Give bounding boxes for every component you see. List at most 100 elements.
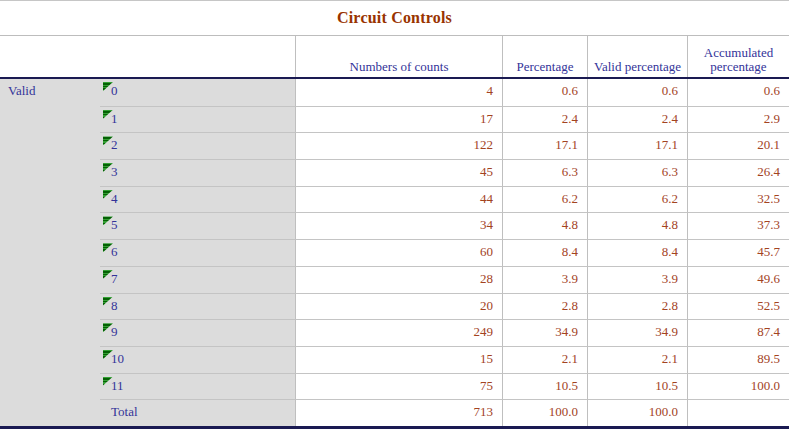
counts-cell: 28 — [295, 266, 502, 293]
valid-percentage-cell: 2.1 — [587, 346, 687, 373]
stub-group-cell — [0, 186, 100, 213]
stub-group-cell — [0, 266, 100, 293]
stub-group-cell — [0, 212, 100, 239]
percentage-cell: 6.2 — [502, 186, 587, 213]
percentage-cell: 8.4 — [502, 239, 587, 266]
stub-group-cell — [0, 399, 100, 426]
table-row: 8 20 2.8 2.8 52.5 — [0, 293, 789, 320]
stub-group-cell: Valid — [0, 79, 100, 106]
valid-percentage-cell: 17.1 — [587, 132, 687, 159]
percentage-cell: 2.1 — [502, 346, 587, 373]
table-row: 2 122 17.1 17.1 20.1 — [0, 132, 789, 159]
row-label-cell: 0 — [100, 79, 295, 106]
valid-percentage-cell: 100.0 — [587, 399, 687, 426]
table-body: Valid 0 4 0.6 0.6 0.6 1 17 2.4 2.4 2.9 2… — [0, 79, 789, 426]
row-label-cell: 3 — [100, 159, 295, 186]
column-header-counts: Numbers of counts — [295, 36, 502, 77]
counts-cell: 75 — [295, 373, 502, 400]
counts-cell: 713 — [295, 399, 502, 426]
row-label-cell: 4 — [100, 186, 295, 213]
percentage-cell: 6.3 — [502, 159, 587, 186]
stub-group-cell — [0, 159, 100, 186]
table-row: 3 45 6.3 6.3 26.4 — [0, 159, 789, 186]
valid-percentage-cell: 3.9 — [587, 266, 687, 293]
stub-group-cell — [0, 293, 100, 320]
accumulated-percentage-cell: 2.9 — [687, 106, 789, 133]
valid-percentage-cell: 10.5 — [587, 373, 687, 400]
column-header-accumulated-percentage: Accumulated percentage — [687, 36, 789, 77]
percentage-cell: 17.1 — [502, 132, 587, 159]
counts-cell: 17 — [295, 106, 502, 133]
column-header-row: Numbers of counts Percentage Valid perce… — [0, 36, 789, 79]
accumulated-percentage-cell: 45.7 — [687, 239, 789, 266]
stub-group-cell — [0, 106, 100, 133]
percentage-cell: 10.5 — [502, 373, 587, 400]
accumulated-percentage-cell: 52.5 — [687, 293, 789, 320]
column-header-percentage: Percentage — [502, 36, 587, 77]
valid-percentage-cell: 0.6 — [587, 79, 687, 106]
row-label-cell: 7 — [100, 266, 295, 293]
valid-percentage-cell: 34.9 — [587, 319, 687, 346]
valid-percentage-cell: 4.8 — [587, 212, 687, 239]
table-row: 7 28 3.9 3.9 49.6 — [0, 266, 789, 293]
counts-cell: 249 — [295, 319, 502, 346]
table-row: Valid 0 4 0.6 0.6 0.6 — [0, 79, 789, 106]
row-label-cell: 11 — [100, 373, 295, 400]
stub-header-cell — [0, 36, 295, 77]
stub-group-cell — [0, 346, 100, 373]
row-label-cell: 5 — [100, 212, 295, 239]
frequency-table[interactable]: Circuit Controls Numbers of counts Perce… — [0, 0, 789, 429]
accumulated-percentage-cell: 0.6 — [687, 79, 789, 106]
counts-cell: 4 — [295, 79, 502, 106]
accumulated-percentage-cell: 32.5 — [687, 186, 789, 213]
table-row: 1 17 2.4 2.4 2.9 — [0, 106, 789, 133]
table-row: 6 60 8.4 8.4 45.7 — [0, 239, 789, 266]
percentage-cell: 100.0 — [502, 399, 587, 426]
accumulated-percentage-cell: 87.4 — [687, 319, 789, 346]
accumulated-percentage-cell: 20.1 — [687, 132, 789, 159]
table-title: Circuit Controls — [337, 9, 452, 27]
table-row: 11 75 10.5 10.5 100.0 — [0, 373, 789, 400]
table-row: 5 34 4.8 4.8 37.3 — [0, 212, 789, 239]
stub-group-cell — [0, 132, 100, 159]
accumulated-percentage-cell: 100.0 — [687, 373, 789, 400]
counts-cell: 20 — [295, 293, 502, 320]
accumulated-percentage-cell: 49.6 — [687, 266, 789, 293]
percentage-cell: 3.9 — [502, 266, 587, 293]
row-label-cell: 1 — [100, 106, 295, 133]
row-label-cell: 9 — [100, 319, 295, 346]
accumulated-percentage-cell: 37.3 — [687, 212, 789, 239]
accumulated-percentage-cell: 26.4 — [687, 159, 789, 186]
percentage-cell: 4.8 — [502, 212, 587, 239]
column-header-valid-percentage: Valid percentage — [587, 36, 687, 77]
row-label-cell: Total — [100, 399, 295, 426]
table-row: 4 44 6.2 6.2 32.5 — [0, 186, 789, 213]
accumulated-percentage-cell: 89.5 — [687, 346, 789, 373]
counts-cell: 15 — [295, 346, 502, 373]
valid-percentage-cell: 6.3 — [587, 159, 687, 186]
row-label-cell: 2 — [100, 132, 295, 159]
percentage-cell: 2.8 — [502, 293, 587, 320]
accumulated-percentage-cell — [687, 399, 789, 426]
row-label-cell: 10 — [100, 346, 295, 373]
table-row: Total 713 100.0 100.0 — [0, 399, 789, 426]
percentage-cell: 0.6 — [502, 79, 587, 106]
row-label-cell: 8 — [100, 293, 295, 320]
percentage-cell: 2.4 — [502, 106, 587, 133]
stub-group-cell — [0, 319, 100, 346]
valid-percentage-cell: 2.8 — [587, 293, 687, 320]
counts-cell: 60 — [295, 239, 502, 266]
counts-cell: 44 — [295, 186, 502, 213]
row-label-cell: 6 — [100, 239, 295, 266]
valid-percentage-cell: 8.4 — [587, 239, 687, 266]
stub-group-cell — [0, 373, 100, 400]
stub-group-cell — [0, 239, 100, 266]
counts-cell: 34 — [295, 212, 502, 239]
table-row: 10 15 2.1 2.1 89.5 — [0, 346, 789, 373]
table-row: 9 249 34.9 34.9 87.4 — [0, 319, 789, 346]
counts-cell: 45 — [295, 159, 502, 186]
valid-percentage-cell: 6.2 — [587, 186, 687, 213]
valid-percentage-cell: 2.4 — [587, 106, 687, 133]
percentage-cell: 34.9 — [502, 319, 587, 346]
table-title-row: Circuit Controls — [0, 1, 789, 36]
